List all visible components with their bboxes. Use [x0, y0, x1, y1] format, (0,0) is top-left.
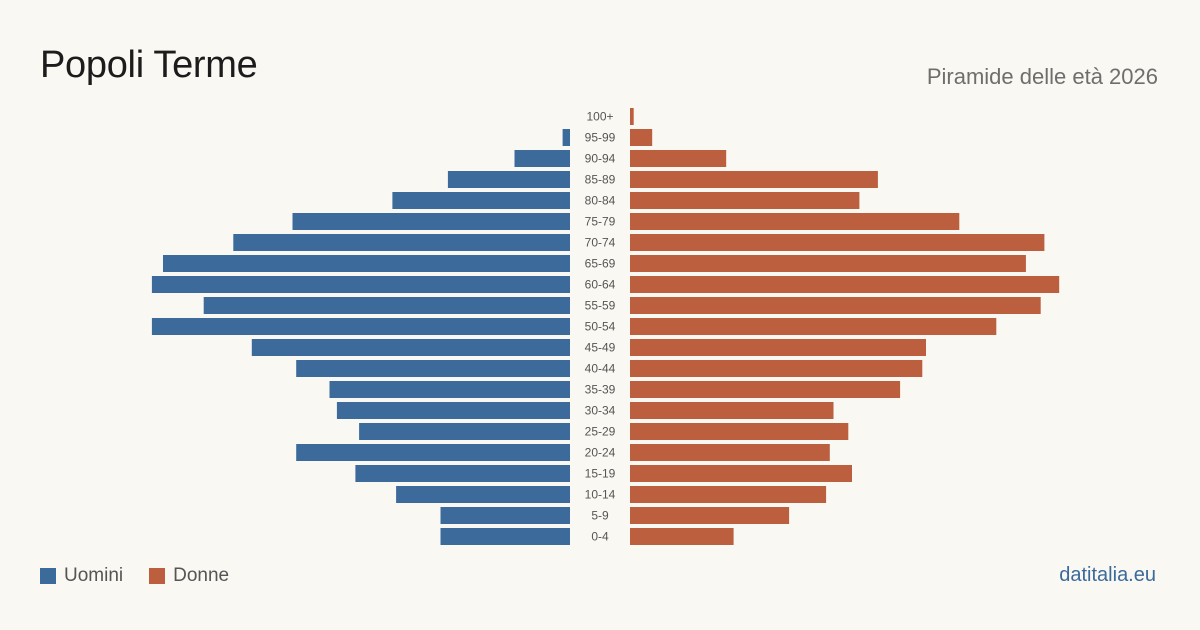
bar-men-80-84 [392, 192, 570, 209]
legend-label-men: Uomini [64, 565, 124, 586]
legend: Uomini Donne [40, 565, 255, 587]
age-label-20-24: 20-24 [585, 446, 616, 460]
bar-men-95-99 [562, 129, 570, 146]
bar-women-10-14 [630, 486, 827, 503]
bar-women-85-89 [630, 171, 878, 188]
bar-men-75-79 [292, 213, 570, 230]
age-label-90-94: 90-94 [585, 152, 616, 166]
bar-women-25-29 [630, 423, 849, 440]
bar-women-40-44 [630, 360, 923, 377]
age-label-5-9: 5-9 [591, 509, 609, 523]
bar-women-95-99 [630, 129, 653, 146]
age-label-10-14: 10-14 [585, 488, 616, 502]
bar-women-80-84 [630, 192, 860, 209]
bar-women-50-54 [630, 318, 997, 335]
age-label-15-19: 15-19 [585, 467, 616, 481]
bar-men-0-4 [440, 528, 570, 545]
age-label-25-29: 25-29 [585, 425, 616, 439]
bar-women-60-64 [630, 276, 1060, 293]
age-label-65-69: 65-69 [585, 257, 616, 271]
age-label-95-99: 95-99 [585, 131, 616, 145]
bar-women-55-59 [630, 297, 1041, 314]
bar-women-15-19 [630, 465, 852, 482]
bar-women-45-49 [630, 339, 926, 356]
age-label-35-39: 35-39 [585, 383, 616, 397]
age-label-60-64: 60-64 [585, 278, 616, 292]
legend-label-women: Donne [173, 565, 230, 586]
legend-swatch-women [149, 568, 166, 584]
age-label-55-59: 55-59 [585, 299, 616, 313]
bar-women-0-4 [630, 528, 734, 545]
bar-men-50-54 [151, 318, 570, 335]
age-label-30-34: 30-34 [585, 404, 616, 418]
age-label-70-74: 70-74 [585, 236, 616, 250]
age-label-85-89: 85-89 [585, 173, 616, 187]
bar-men-90-94 [514, 150, 570, 167]
bar-men-25-29 [359, 423, 570, 440]
bar-women-90-94 [630, 150, 727, 167]
bar-men-5-9 [440, 507, 570, 524]
page-title: Popoli Terme [40, 44, 258, 86]
legend-item-women: Donne [149, 565, 229, 587]
bar-women-5-9 [630, 507, 790, 524]
bar-women-20-24 [630, 444, 830, 461]
bar-women-75-79 [630, 213, 960, 230]
bar-women-65-69 [630, 255, 1026, 272]
brand-link[interactable]: datitalia.eu [1059, 564, 1156, 586]
bar-men-85-89 [447, 171, 570, 188]
age-label-50-54: 50-54 [585, 320, 616, 334]
bar-women-70-74 [630, 234, 1045, 251]
age-label-40-44: 40-44 [585, 362, 616, 376]
bar-men-65-69 [163, 255, 570, 272]
bar-men-20-24 [296, 444, 570, 461]
age-label-75-79: 75-79 [585, 215, 616, 229]
bar-women-35-39 [630, 381, 901, 398]
age-label-80-84: 80-84 [585, 194, 616, 208]
bar-men-15-19 [355, 465, 570, 482]
age-label-0-4: 0-4 [591, 530, 609, 544]
bar-men-60-64 [151, 276, 570, 293]
bar-men-45-49 [251, 339, 571, 356]
bar-men-70-74 [233, 234, 571, 251]
age-label-100plus: 100+ [586, 110, 613, 124]
bar-men-10-14 [396, 486, 570, 503]
legend-item-men: Uomini [40, 565, 123, 587]
bar-men-30-34 [336, 402, 570, 419]
legend-swatch-men [40, 568, 56, 584]
bar-women-30-34 [630, 402, 834, 419]
chart-subtitle: Piramide delle età 2026 [926, 64, 1158, 89]
age-label-45-49: 45-49 [585, 341, 616, 355]
bar-men-40-44 [296, 360, 570, 377]
bar-men-55-59 [203, 297, 570, 314]
bar-men-35-39 [329, 381, 570, 398]
bar-women-100plus [630, 108, 634, 125]
